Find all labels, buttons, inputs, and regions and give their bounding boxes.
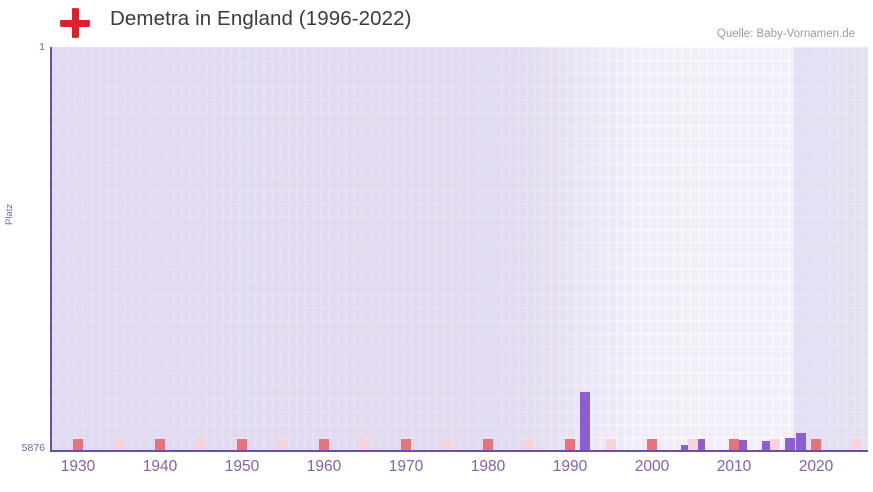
x-marker-major-1980 (483, 439, 493, 450)
x-axis-tick-1980: 1980 (470, 458, 506, 475)
bar-2020 (796, 433, 806, 450)
x-marker-major-2020 (811, 439, 821, 450)
x-marker-major-1990 (565, 439, 575, 450)
x-marker-minor-6 (606, 439, 616, 450)
y-axis-tick-bottom: 5876 (21, 442, 45, 454)
bar-2019 (785, 438, 795, 450)
x-axis-tick-2010: 2010 (716, 458, 752, 475)
x-axis-tick-2020: 2020 (798, 458, 834, 475)
x-marker-minor-7 (688, 439, 698, 450)
grid-lines (50, 47, 868, 450)
x-axis-tick-1960: 1960 (306, 458, 342, 475)
bar-1995 (580, 392, 590, 450)
x-axis-tick-1950: 1950 (224, 458, 260, 475)
x-marker-major-2010 (729, 439, 739, 450)
chart-header: Demetra in England (1996-2022) Quelle: B… (0, 0, 873, 45)
x-marker-major-1930 (73, 439, 83, 450)
x-marker-minor-4 (442, 439, 452, 450)
x-marker-minor-1 (196, 439, 206, 450)
y-axis-line (50, 47, 52, 451)
x-marker-major-1940 (155, 439, 165, 450)
y-axis-tick-top: 1 (39, 41, 45, 53)
bar-2013 (737, 440, 747, 450)
flag-cross-vertical (71, 8, 79, 38)
x-axis-tick-1970: 1970 (388, 458, 424, 475)
bar-2007 (681, 445, 690, 450)
source-attribution: Quelle: Baby-Vornamen.de (716, 28, 855, 40)
bar-2016 (762, 441, 771, 450)
x-marker-minor-3 (360, 439, 370, 450)
x-marker-major-1950 (237, 439, 247, 450)
y-axis-label: Platz (4, 203, 15, 225)
x-marker-minor-8 (770, 439, 780, 450)
x-marker-minor-0 (114, 439, 124, 450)
x-axis-line (50, 450, 868, 452)
x-marker-minor-9 (852, 439, 862, 450)
x-axis-tick-1930: 1930 (60, 458, 96, 475)
england-flag-icon (60, 8, 90, 38)
x-marker-minor-2 (278, 439, 288, 450)
x-marker-major-1970 (401, 439, 411, 450)
bar-2008 (695, 439, 705, 450)
x-marker-minor-5 (524, 439, 534, 450)
plot-area (50, 47, 868, 450)
x-axis-tick-labels: 1930 1940 1950 1960 1970 1980 1990 2000 2010 2020 (0, 458, 873, 488)
x-axis-tick-1990: 1990 (552, 458, 588, 475)
x-axis-tick-1940: 1940 (142, 458, 178, 475)
x-axis-tick-2000: 2000 (634, 458, 670, 475)
x-marker-major-2000 (647, 439, 657, 450)
x-marker-major-1960 (319, 439, 329, 450)
page-title: Demetra in England (1996-2022) (110, 7, 412, 30)
